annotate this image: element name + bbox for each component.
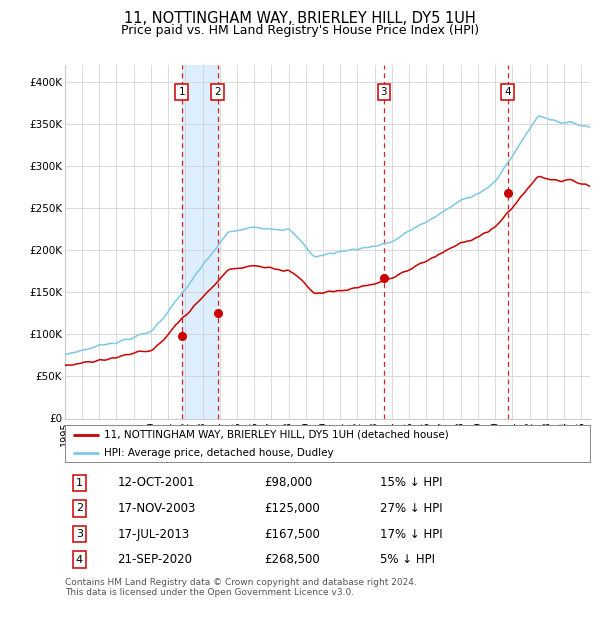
Text: 17-NOV-2003: 17-NOV-2003 — [118, 502, 196, 515]
Text: £98,000: £98,000 — [265, 476, 313, 489]
Text: 2: 2 — [214, 87, 221, 97]
Text: 5% ↓ HPI: 5% ↓ HPI — [380, 553, 435, 566]
Text: Contains HM Land Registry data © Crown copyright and database right 2024.
This d: Contains HM Land Registry data © Crown c… — [65, 578, 416, 597]
Text: 3: 3 — [76, 529, 83, 539]
Text: £167,500: £167,500 — [265, 528, 320, 541]
Text: 2: 2 — [76, 503, 83, 513]
Text: 21-SEP-2020: 21-SEP-2020 — [118, 553, 193, 566]
Text: 3: 3 — [380, 87, 387, 97]
Text: HPI: Average price, detached house, Dudley: HPI: Average price, detached house, Dudl… — [104, 448, 334, 458]
Text: 15% ↓ HPI: 15% ↓ HPI — [380, 476, 442, 489]
Text: £125,000: £125,000 — [265, 502, 320, 515]
Text: 4: 4 — [76, 555, 83, 565]
Text: 27% ↓ HPI: 27% ↓ HPI — [380, 502, 442, 515]
Text: 11, NOTTINGHAM WAY, BRIERLEY HILL, DY5 1UH (detached house): 11, NOTTINGHAM WAY, BRIERLEY HILL, DY5 1… — [104, 430, 449, 440]
Text: 12-OCT-2001: 12-OCT-2001 — [118, 476, 195, 489]
Text: Price paid vs. HM Land Registry's House Price Index (HPI): Price paid vs. HM Land Registry's House … — [121, 24, 479, 37]
Text: 11, NOTTINGHAM WAY, BRIERLEY HILL, DY5 1UH: 11, NOTTINGHAM WAY, BRIERLEY HILL, DY5 1… — [124, 11, 476, 26]
Text: 1: 1 — [76, 478, 83, 488]
Bar — [182, 65, 218, 418]
Text: 4: 4 — [504, 87, 511, 97]
Text: 17% ↓ HPI: 17% ↓ HPI — [380, 528, 442, 541]
Text: 1: 1 — [178, 87, 185, 97]
Text: £268,500: £268,500 — [265, 553, 320, 566]
Text: 17-JUL-2013: 17-JUL-2013 — [118, 528, 190, 541]
